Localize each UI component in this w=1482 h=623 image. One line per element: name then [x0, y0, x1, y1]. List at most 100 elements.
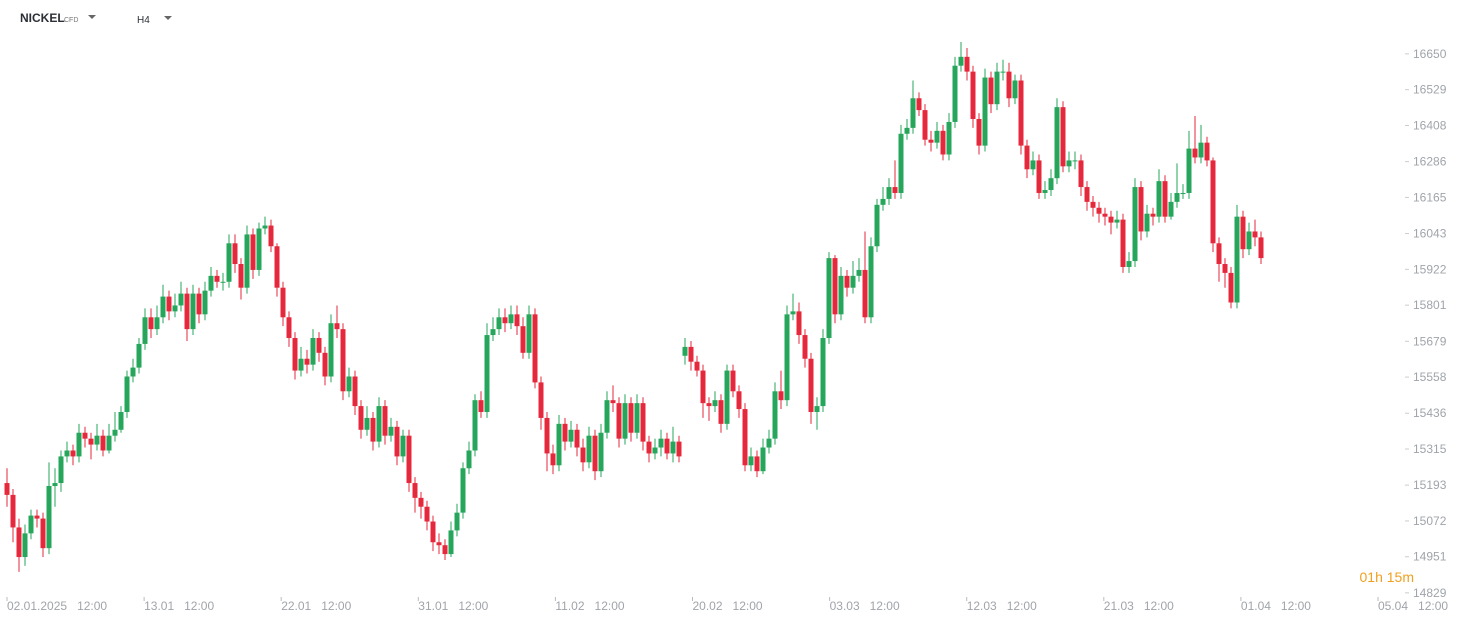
candle-body [910, 98, 916, 128]
candle-body [478, 400, 484, 413]
candle-body [724, 370, 730, 424]
candle-body [334, 323, 340, 330]
candle-body [688, 346, 694, 362]
candle-body [1114, 219, 1120, 223]
candle-body [1138, 187, 1144, 232]
candle-body [310, 338, 316, 365]
candle-body [640, 403, 646, 442]
candle-body [1084, 187, 1090, 202]
candle-body [610, 400, 616, 404]
candle-body [280, 287, 286, 318]
candle-body [286, 317, 292, 339]
candle-body [1192, 148, 1198, 158]
candle-body [928, 139, 934, 143]
x-date-label: 02.01.2025 [7, 599, 67, 613]
y-tick-label: 16043 [1413, 227, 1447, 241]
candle-body [592, 435, 598, 472]
candle-body [658, 438, 664, 448]
candle-body [418, 497, 424, 507]
candle-body [184, 293, 190, 330]
candle-body [454, 512, 460, 531]
x-time-label: 12:00 [1144, 599, 1174, 613]
candle-body [10, 494, 16, 528]
candle-body [28, 515, 34, 534]
candle-body [1180, 192, 1186, 194]
candle-body [460, 468, 466, 513]
candle-body [1162, 181, 1168, 217]
candle-body [868, 246, 874, 318]
candle-body [694, 361, 700, 371]
candle-body [58, 456, 64, 484]
candle-body [940, 130, 946, 155]
candle-body [268, 225, 274, 247]
candle-body [844, 275, 850, 288]
candle-body [520, 326, 526, 353]
candle-body [718, 400, 724, 424]
candle-body [16, 527, 22, 558]
candle-body [856, 269, 862, 276]
candle-body [274, 246, 280, 288]
symbol[interactable]: NICKEL [20, 11, 65, 25]
candle-body [226, 243, 232, 282]
x-time-label: 12:00 [321, 599, 351, 613]
candle-body [1228, 272, 1234, 303]
candle-body [952, 65, 958, 122]
x-date-label: 03.03 [830, 599, 860, 613]
x-time-label: 12:00 [77, 599, 107, 613]
candle-body [340, 329, 346, 392]
candle-body [292, 338, 298, 371]
x-date-label: 12.03 [967, 599, 997, 613]
candle-body [346, 376, 352, 392]
x-date-label: 05.04 [1378, 599, 1408, 613]
candle-body [1186, 148, 1192, 193]
candle-body [76, 432, 82, 457]
candle-body [130, 367, 136, 377]
candle-body [574, 429, 580, 448]
candle-body [448, 530, 454, 555]
x-time-label: 12:00 [184, 599, 214, 613]
candle-body [136, 343, 142, 368]
candle-body [568, 429, 574, 442]
candle-body [190, 293, 196, 330]
candle-body [412, 483, 418, 498]
candle-body [880, 198, 886, 205]
candle-body [634, 403, 640, 433]
candle-body [646, 441, 652, 454]
candle-body [172, 305, 178, 312]
candle-body [364, 417, 370, 430]
candle-body [490, 329, 496, 336]
candle-body [298, 358, 304, 371]
x-time-label: 12:00 [870, 599, 900, 613]
candle-body [496, 317, 502, 330]
candle-body [994, 71, 1000, 105]
timeframe-dropdown[interactable] [164, 16, 172, 20]
candle-body [916, 98, 922, 111]
candle-body [1060, 107, 1066, 167]
candle-body [628, 403, 634, 433]
candle-body [580, 447, 586, 463]
candle-body [850, 275, 856, 288]
y-tick-label: 14829 [1413, 586, 1447, 600]
y-tick-label: 16529 [1413, 83, 1447, 97]
candle-body [772, 391, 778, 439]
candle-body [706, 403, 712, 407]
candle-body [1126, 261, 1132, 267]
candle-body [976, 118, 982, 146]
candle-body [814, 406, 820, 413]
candle-body [586, 435, 592, 463]
candle-body [760, 447, 766, 472]
candle-body [784, 314, 790, 401]
candle-body [250, 234, 256, 270]
y-tick-label: 15558 [1413, 370, 1447, 384]
candle-body [388, 426, 394, 436]
candle-body [1216, 243, 1222, 265]
candle-body [838, 275, 844, 315]
symbol-dropdown[interactable] [88, 15, 96, 19]
candle-body [676, 441, 682, 457]
candle-body [1090, 201, 1096, 208]
candle-body [370, 417, 376, 442]
candle-body [208, 275, 214, 291]
candle-body [1174, 192, 1180, 202]
timeframe[interactable]: H4 [137, 15, 150, 26]
candle-body [748, 456, 754, 466]
